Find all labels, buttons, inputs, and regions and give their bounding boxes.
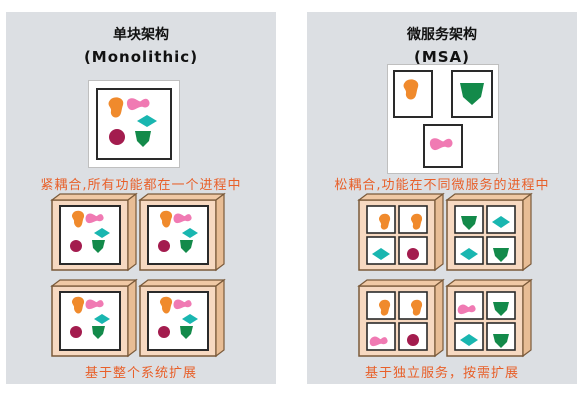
microservices-caption-bottom: 基于独立服务，按需扩展: [364, 366, 519, 381]
microservice-crates: [358, 193, 532, 357]
monolithic-caption-bottom: 基于整个系统扩展: [84, 366, 197, 381]
monolith-box: [88, 80, 180, 168]
ms-crate-3: [358, 279, 444, 357]
microservices-subtitle: (MSA): [413, 48, 471, 66]
crate-4: [139, 279, 225, 357]
microservices-title: 微服务架构: [407, 27, 477, 43]
monolithic-subtitle: (Monolithic): [83, 48, 199, 66]
crate-1: [51, 193, 137, 271]
ms-crate-1: [358, 193, 444, 271]
monolithic-title: 单块架构: [113, 27, 169, 43]
monolithic-caption-top: 紧耦合,所有功能都在一个进程中: [40, 178, 242, 193]
crate-2: [139, 193, 225, 271]
ms-crate-2: [446, 193, 532, 271]
crate-3: [51, 279, 137, 357]
services-box: [387, 64, 499, 174]
microservices-caption-top: 松耦合,功能在不同微服务的进程中: [334, 178, 550, 193]
monolith-crates: [51, 193, 225, 357]
monolithic-panel: 单块架构 (Monolithic) 紧耦合,所有功能都在一个进程中: [6, 12, 276, 384]
ms-crate-4: [446, 279, 532, 357]
microservices-panel: 微服务架构 (MSA) 松耦合,功能在不同微服务的进程中: [307, 12, 577, 384]
